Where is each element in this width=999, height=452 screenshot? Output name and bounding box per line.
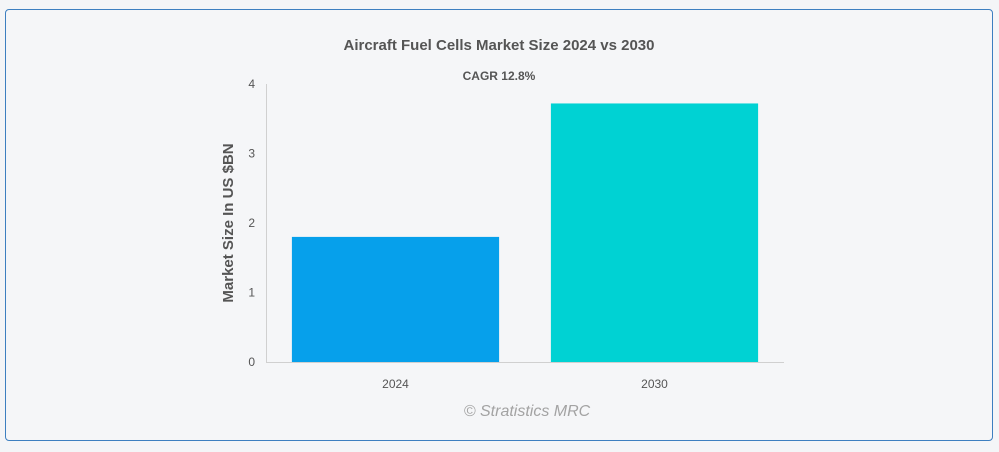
chart-title: Aircraft Fuel Cells Market Size 2024 vs … <box>343 37 654 54</box>
x-tick-label: 2024 <box>382 377 409 391</box>
bar-2030[interactable] <box>550 103 759 363</box>
x-tick-label: 2030 <box>641 377 668 391</box>
bar-2024[interactable] <box>291 236 500 362</box>
y-axis-label: Market Size In US $BN <box>220 143 237 302</box>
credit-text: © Stratistics MRC <box>464 403 591 420</box>
y-tick-label: 1 <box>248 286 255 300</box>
chart-subtitle: CAGR 12.8% <box>463 69 536 83</box>
y-tick-label: 3 <box>248 147 255 161</box>
y-tick-label: 0 <box>248 355 255 369</box>
y-tick-label: 4 <box>248 77 255 91</box>
x-ticks: 2024 2030 <box>382 377 668 391</box>
bars <box>291 103 759 363</box>
y-tick-label: 2 <box>248 216 255 230</box>
chart-card <box>5 9 993 441</box>
y-ticks: 0 1 2 3 4 <box>248 77 255 369</box>
